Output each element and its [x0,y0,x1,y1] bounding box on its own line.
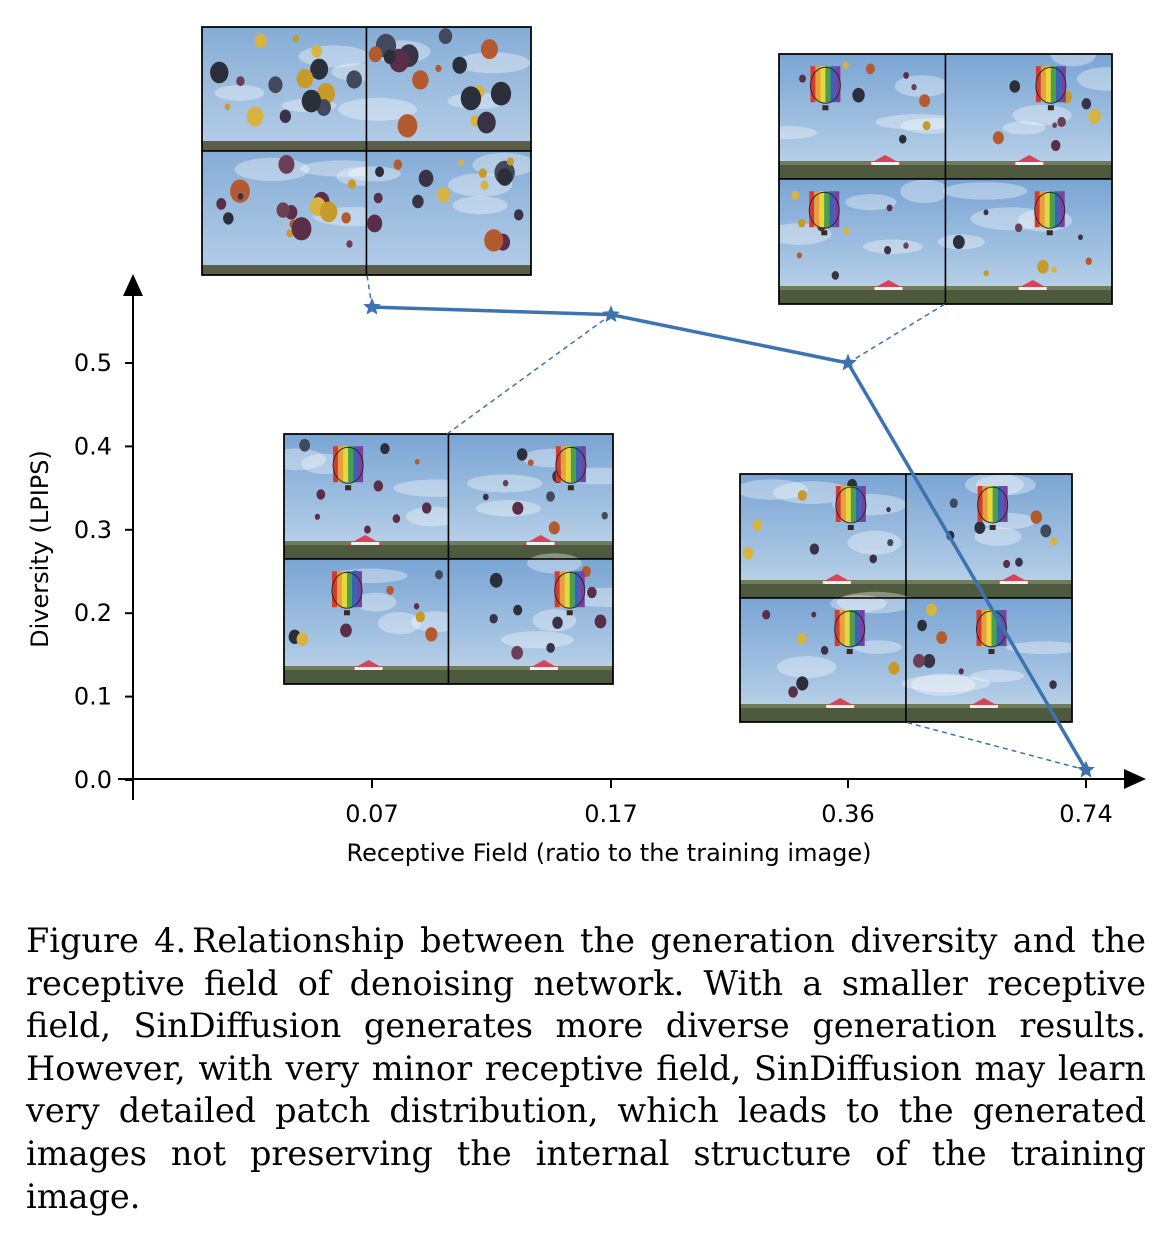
thumbnail-image [337,26,532,152]
series-sindiffusion [363,297,1095,778]
thumbnail-image [901,597,1083,723]
thumbnail-image [739,591,914,723]
thumbnail-image [735,473,907,599]
thumbnail-image [283,558,461,685]
caption-text: Relationship between the generation dive… [26,921,1146,1216]
connector-line [847,303,946,364]
y-tick-label: 0.0 [74,766,112,794]
y-tick-label: 0.3 [74,516,112,544]
connector-line [904,721,1087,771]
thumbnail-image [267,433,482,560]
thumbnail-border [283,433,614,685]
y-axis-arrow [123,274,143,296]
y-ticks: 0.0 0.1 0.2 0.3 0.4 0.5 [74,349,133,794]
x-axis-label: Receptive Field (ratio to the training i… [346,839,871,867]
data-point-star [839,353,857,371]
y-tick-label: 0.5 [74,349,112,377]
thumbnail-image [937,178,1113,305]
x-tick-label: 0.07 [345,800,398,828]
x-axis-arrow [1124,769,1146,789]
thumbnail-grid [761,43,1134,305]
thumbnail-grid [735,473,1083,723]
y-tick-label: 0.1 [74,683,112,711]
x-tick-label: 0.17 [584,800,637,828]
thumbnail-image [905,473,1073,599]
y-axis-label: Diversity (LPIPS) [26,450,54,648]
data-point-star [1077,760,1095,778]
thumbnail-connectors [366,274,1087,771]
y-tick-label: 0.2 [74,599,112,627]
series-line [371,305,1088,771]
thumbnail-grids [201,26,1134,723]
thumbnail-image [201,26,387,152]
figure-caption: Figure 4. Relationship between the genera… [26,920,1146,1218]
data-point-star [363,297,381,315]
thumbnail-image [944,43,1134,180]
thumbnail-image [761,53,967,180]
x-tick-label: 0.74 [1059,800,1112,828]
chart-figure: 0.0 0.1 0.2 0.3 0.4 0.5 0.07 0.17 0.36 0.74 Dive… [26,26,1146,867]
x-tick-label: 0.36 [821,800,874,828]
thumbnail-border [778,53,1113,305]
thumbnail-image [447,433,643,560]
thumbnail-border [739,473,1073,723]
thumbnail-image [348,150,536,276]
data-point-star [602,305,620,323]
caption-label: Figure 4. [26,921,187,960]
x-ticks: 0.07 0.17 0.36 0.74 [345,779,1113,828]
thumbnail-image [447,553,648,685]
thumbnail-image [766,178,950,305]
y-tick-label: 0.4 [74,432,112,460]
connector-line [446,314,612,435]
thumbnail-border [201,26,532,276]
thumbnail-grid [201,26,536,276]
connector-line [366,274,373,308]
thumbnail-grid [267,433,648,685]
axes [118,274,1146,800]
